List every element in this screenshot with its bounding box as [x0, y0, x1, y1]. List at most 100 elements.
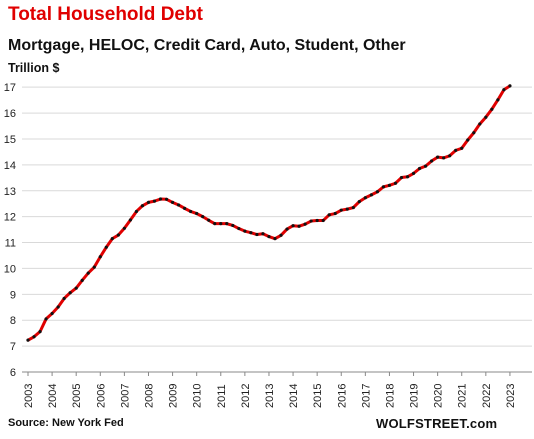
- data-point-73: [466, 138, 470, 142]
- x-tick-label-2003: 2003: [23, 384, 35, 408]
- data-point-50: [327, 213, 331, 217]
- data-point-80: [508, 84, 512, 88]
- y-axis-unit-label: Trillion $: [8, 61, 60, 75]
- y-tick-label-14: 14: [4, 160, 16, 172]
- x-tick-label-2008: 2008: [143, 384, 155, 408]
- data-point-47: [309, 219, 313, 223]
- series-line: [26, 84, 512, 342]
- data-point-77: [490, 107, 494, 111]
- data-point-3: [44, 317, 48, 321]
- data-point-61: [393, 181, 398, 185]
- x-tick-label-2005: 2005: [71, 384, 83, 408]
- data-point-38: [255, 232, 259, 237]
- data-point-12: [98, 255, 102, 259]
- data-point-43: [285, 227, 289, 231]
- data-point-56: [363, 196, 367, 200]
- data-point-45: [297, 224, 301, 228]
- x-tick-label-2018: 2018: [384, 384, 396, 408]
- y-tick-label-7: 7: [10, 341, 16, 353]
- y-tick-label-16: 16: [4, 108, 16, 120]
- data-point-13: [104, 245, 108, 249]
- data-point-25: [177, 203, 181, 207]
- data-point-44: [291, 224, 295, 228]
- data-point-4: [50, 311, 54, 316]
- data-point-71: [454, 148, 458, 152]
- x-tick-label-2022: 2022: [481, 384, 493, 408]
- data-point-39: [261, 232, 265, 236]
- data-point-68: [436, 155, 440, 159]
- data-point-24: [170, 200, 175, 205]
- data-point-62: [399, 175, 404, 180]
- data-point-22: [158, 197, 163, 201]
- x-tick-label-2021: 2021: [457, 384, 469, 408]
- x-tick-label-2009: 2009: [168, 384, 180, 408]
- data-point-63: [405, 175, 410, 179]
- data-point-26: [183, 206, 187, 210]
- data-point-11: [92, 265, 96, 269]
- x-tick-label-2010: 2010: [192, 384, 204, 408]
- x-tick-label-2023: 2023: [505, 384, 517, 408]
- data-point-9: [80, 278, 84, 282]
- data-point-27: [189, 209, 193, 214]
- data-point-53: [345, 207, 349, 211]
- data-point-74: [472, 131, 476, 135]
- data-point-59: [381, 185, 386, 189]
- data-point-55: [357, 200, 361, 204]
- data-point-75: [478, 122, 482, 126]
- data-point-16: [122, 226, 126, 230]
- data-point-76: [484, 115, 488, 119]
- data-point-69: [442, 156, 446, 160]
- data-point-14: [110, 237, 114, 241]
- y-tick-label-17: 17: [4, 82, 16, 94]
- data-point-51: [333, 211, 337, 216]
- brand-watermark: WOLFSTREET.com: [376, 416, 498, 431]
- x-tick-label-2006: 2006: [95, 384, 107, 408]
- data-point-57: [369, 193, 373, 197]
- x-tick-label-2007: 2007: [119, 384, 131, 408]
- data-point-28: [195, 211, 199, 216]
- data-point-40: [267, 234, 271, 239]
- data-point-67: [430, 159, 434, 163]
- y-tick-label-6: 6: [10, 367, 16, 379]
- data-point-79: [502, 88, 506, 92]
- y-tick-label-13: 13: [4, 186, 16, 198]
- data-point-78: [496, 98, 500, 102]
- data-point-33: [225, 222, 229, 226]
- data-point-1: [32, 335, 36, 339]
- data-point-8: [74, 286, 78, 290]
- data-point-10: [86, 271, 90, 275]
- data-point-65: [417, 166, 422, 171]
- data-point-31: [213, 222, 217, 226]
- data-point-46: [303, 222, 307, 226]
- x-tick-label-2016: 2016: [336, 384, 348, 408]
- data-point-29: [201, 215, 205, 219]
- data-point-17: [128, 218, 133, 222]
- data-point-18: [134, 209, 139, 214]
- x-tick-label-2020: 2020: [433, 384, 445, 408]
- chart-subtitle: Mortgage, HELOC, Credit Card, Auto, Stud…: [8, 37, 406, 54]
- x-tick-label-2004: 2004: [47, 384, 59, 408]
- data-point-23: [164, 197, 169, 201]
- data-point-2: [38, 330, 42, 334]
- data-point-70: [448, 154, 452, 158]
- chart-title: Total Household Debt: [8, 4, 203, 25]
- data-point-21: [152, 199, 157, 203]
- data-point-49: [321, 218, 325, 223]
- data-point-34: [231, 223, 235, 228]
- x-tick-label-2017: 2017: [360, 384, 372, 408]
- source-note: Source: New York Fed: [8, 417, 124, 429]
- x-tick-label-2012: 2012: [240, 384, 252, 408]
- x-tick-label-2011: 2011: [216, 384, 228, 408]
- x-tick-label-2015: 2015: [312, 384, 324, 408]
- y-tick-label-10: 10: [4, 263, 16, 275]
- x-tick-label-2014: 2014: [288, 384, 300, 408]
- data-point-64: [411, 171, 416, 176]
- data-point-42: [279, 233, 283, 237]
- data-point-7: [68, 291, 72, 295]
- data-point-30: [207, 218, 211, 222]
- y-tick-label-9: 9: [10, 289, 16, 301]
- y-tick-label-11: 11: [5, 238, 16, 250]
- data-point-58: [375, 190, 379, 194]
- data-point-19: [140, 204, 145, 208]
- data-point-35: [237, 226, 241, 231]
